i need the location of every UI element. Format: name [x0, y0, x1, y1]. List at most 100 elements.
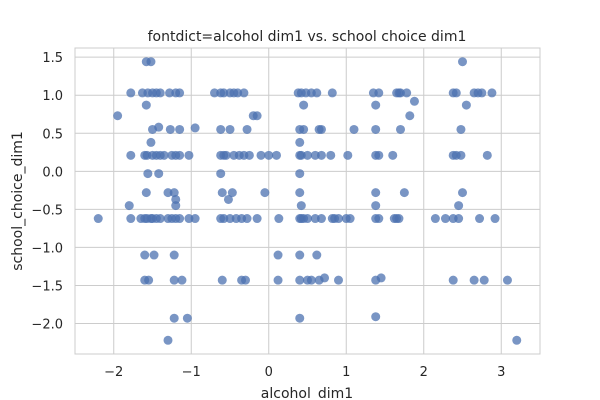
data-point	[376, 273, 386, 283]
data-point	[310, 150, 320, 160]
y-tick-label: 0.0	[42, 165, 63, 180]
data-point	[244, 150, 254, 160]
data-point	[334, 214, 343, 224]
data-point	[256, 150, 266, 160]
data-point	[184, 150, 194, 160]
data-point	[310, 214, 320, 224]
data-point	[241, 275, 250, 285]
data-point	[216, 169, 226, 179]
data-point	[190, 214, 200, 224]
data-point	[177, 275, 187, 285]
data-point	[242, 214, 252, 224]
data-point	[223, 194, 233, 204]
data-point	[374, 88, 384, 98]
data-point	[430, 214, 440, 224]
data-point	[149, 250, 159, 260]
data-point	[141, 100, 151, 110]
data-point	[327, 88, 337, 98]
data-point	[316, 150, 326, 160]
data-point	[312, 250, 322, 260]
data-point	[388, 150, 398, 160]
data-point	[175, 124, 185, 134]
data-point	[454, 214, 464, 224]
data-point	[371, 201, 381, 211]
data-point	[303, 150, 312, 160]
data-point	[242, 124, 252, 134]
data-point	[124, 201, 134, 211]
data-point	[144, 275, 154, 285]
data-point	[482, 150, 492, 160]
y-tick-label: 1.5	[42, 51, 63, 66]
x-tick-label: 3	[497, 365, 505, 380]
data-point	[295, 313, 305, 323]
data-point	[163, 188, 173, 198]
data-point	[396, 88, 405, 98]
y-tick-label: −1.0	[31, 241, 63, 256]
data-point	[225, 214, 235, 224]
data-point	[402, 88, 412, 98]
data-point	[306, 275, 316, 285]
data-point	[143, 169, 153, 179]
data-point	[169, 250, 179, 260]
data-point	[343, 150, 353, 160]
data-point	[155, 88, 165, 98]
data-point	[334, 275, 343, 285]
data-point	[458, 57, 467, 67]
y-tick-label: 1.0	[42, 89, 63, 104]
data-point	[126, 88, 136, 98]
data-point	[175, 214, 185, 224]
data-point	[225, 124, 235, 134]
data-point	[182, 313, 192, 323]
data-point	[458, 188, 467, 198]
y-tick-label: −0.5	[31, 203, 63, 218]
data-point	[396, 124, 405, 134]
data-point	[219, 88, 229, 98]
data-point	[295, 137, 305, 147]
data-point	[451, 88, 461, 98]
data-point	[216, 124, 226, 134]
data-point	[126, 150, 136, 160]
data-point	[399, 188, 409, 198]
y-tick-label: −1.5	[31, 279, 63, 294]
data-point	[295, 275, 305, 285]
data-point	[374, 214, 384, 224]
chart-title: fontdict=alcohol dim1 vs. school choice …	[148, 29, 467, 45]
data-point	[477, 88, 487, 98]
data-point	[260, 188, 270, 198]
data-point	[155, 214, 165, 224]
data-point	[146, 57, 156, 67]
data-point	[303, 214, 312, 224]
data-point	[456, 150, 466, 160]
x-tick-label: −1	[182, 365, 201, 380]
data-point	[490, 214, 500, 224]
data-point	[93, 214, 103, 224]
data-point	[219, 214, 229, 224]
data-point	[295, 169, 305, 179]
data-point	[175, 88, 185, 98]
data-point	[440, 214, 450, 224]
data-point	[374, 150, 384, 160]
data-point	[171, 201, 181, 211]
data-point	[349, 124, 359, 134]
data-point	[409, 96, 419, 106]
data-point	[312, 88, 322, 98]
data-point	[454, 201, 464, 211]
data-point	[316, 214, 326, 224]
data-point	[239, 88, 249, 98]
x-tick-label: 0	[265, 365, 273, 380]
data-point	[469, 275, 479, 285]
data-point	[299, 100, 309, 110]
data-point	[295, 188, 305, 198]
y-tick-labels: −2.0 −1.5 −1.0 −0.5 0.0 0.5 1.0 1.5	[31, 51, 63, 332]
data-point	[210, 88, 219, 98]
data-point	[272, 150, 281, 160]
data-point	[371, 188, 381, 198]
data-point	[146, 137, 156, 147]
data-point	[512, 335, 522, 345]
data-point	[299, 124, 309, 134]
data-point	[141, 188, 151, 198]
data-point	[217, 188, 227, 198]
data-point	[175, 150, 185, 160]
data-point	[264, 150, 274, 160]
